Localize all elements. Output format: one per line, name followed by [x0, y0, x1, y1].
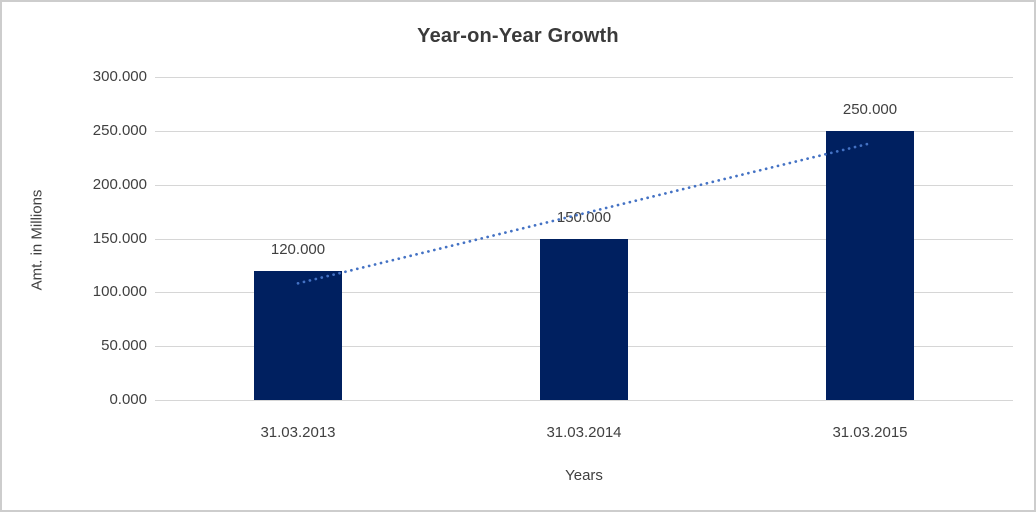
x-axis-tick-label: 31.03.2013 — [260, 424, 336, 441]
y-axis-tick-label: 250.000 — [92, 121, 147, 139]
gridline — [155, 184, 1013, 186]
bar-value-label: 250.000 — [842, 100, 898, 118]
bar-value-label: 150.000 — [556, 208, 612, 226]
gridline — [155, 130, 1013, 132]
bar — [826, 130, 914, 400]
y-axis-tick-label: 0.000 — [109, 391, 147, 408]
bar-value-label: 120.000 — [270, 240, 326, 258]
y-axis-tick-label: 150.000 — [92, 229, 147, 247]
gridline — [155, 400, 1013, 401]
x-axis-tick-label: 31.03.2014 — [546, 424, 622, 441]
y-axis-tick-label: 200.000 — [92, 175, 147, 193]
x-axis-title: Years — [565, 467, 603, 484]
bar — [540, 238, 628, 400]
gridline — [155, 77, 1013, 78]
trendline-path — [296, 142, 872, 285]
x-axis-tick-label: 31.03.2015 — [832, 424, 908, 441]
y-axis-tick-label: 100.000 — [92, 283, 147, 301]
bar — [254, 270, 342, 400]
y-axis-tick-label: 50.000 — [101, 337, 147, 355]
y-axis-tick-label: 300.000 — [92, 68, 147, 85]
trendline — [296, 142, 872, 285]
chart-title: Year-on-Year Growth — [417, 25, 619, 47]
